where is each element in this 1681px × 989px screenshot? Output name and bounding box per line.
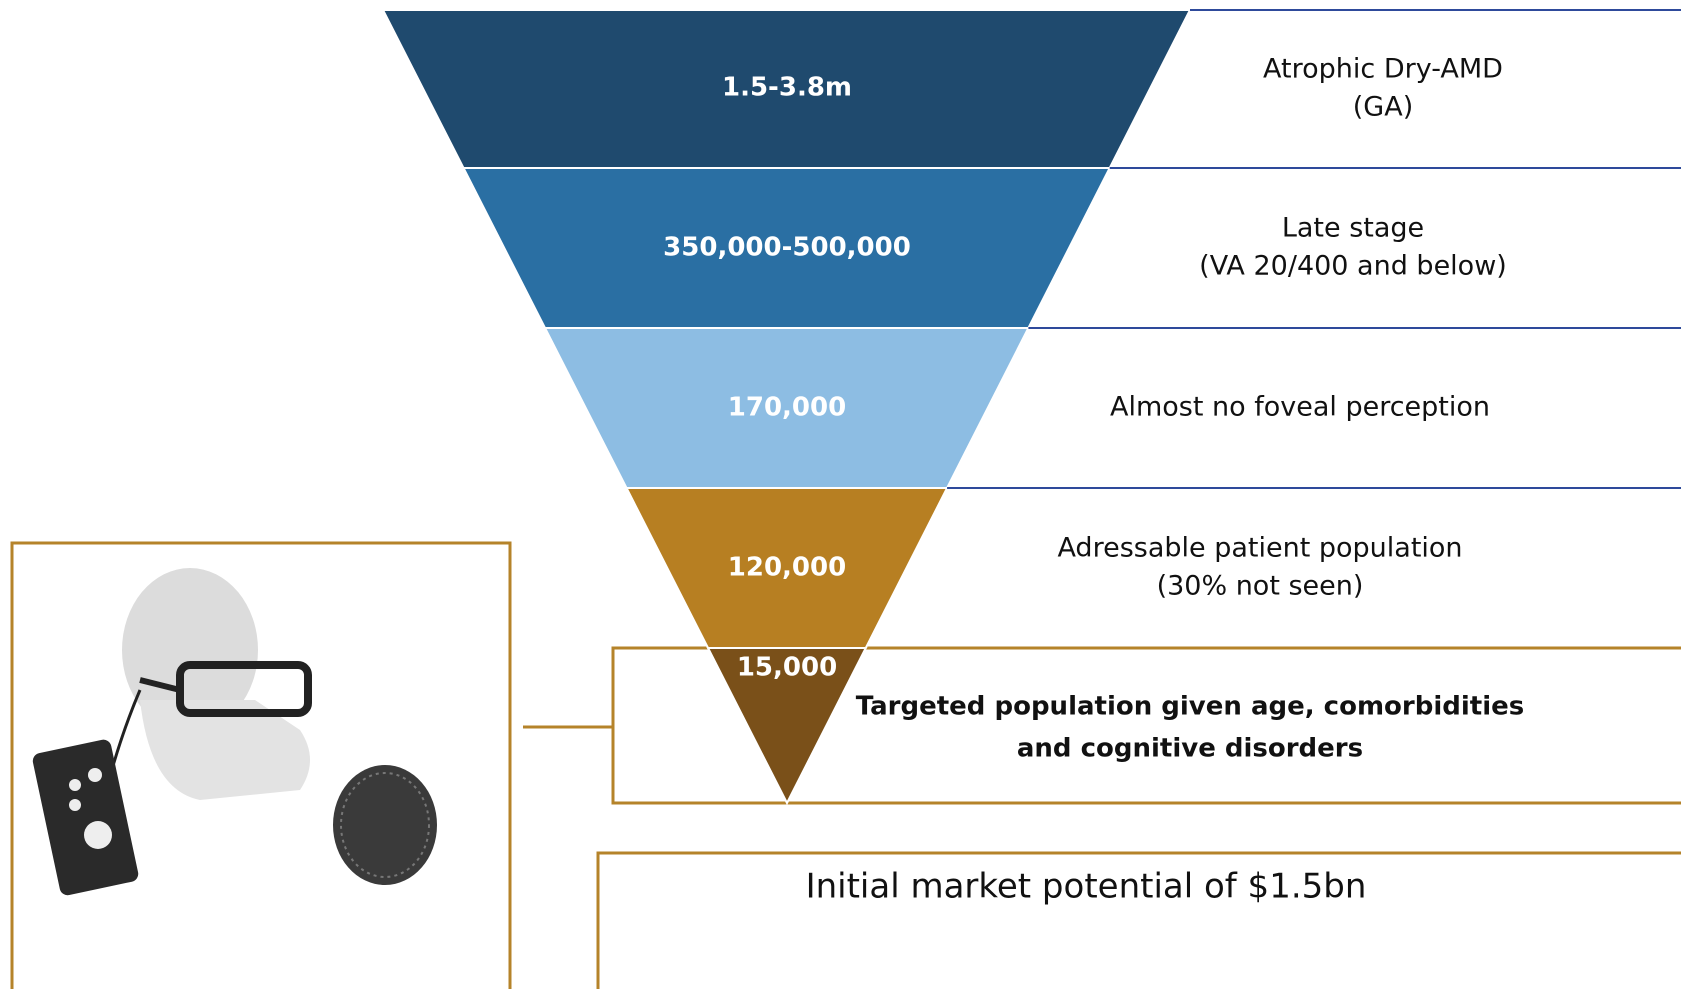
level-description: (30% not seen) bbox=[1157, 571, 1364, 602]
page: Initial market potential of $1.5bn 1.5-3… bbox=[0, 0, 1681, 989]
level-description: (VA 20/400 and below) bbox=[1199, 251, 1507, 282]
footer-text: Initial market potential of $1.5bn bbox=[806, 867, 1367, 907]
level-value: 1.5-3.8m bbox=[722, 73, 852, 103]
product-illustration bbox=[31, 568, 437, 897]
level-description: and cognitive disorders bbox=[1017, 734, 1363, 764]
level-value: 170,000 bbox=[728, 393, 846, 423]
level-description: Targeted population given age, comorbidi… bbox=[856, 692, 1524, 722]
level-value: 15,000 bbox=[737, 653, 837, 683]
level-description: Atrophic Dry-AMD bbox=[1263, 54, 1503, 85]
level-description: Late stage bbox=[1282, 213, 1424, 244]
level-value: 120,000 bbox=[728, 553, 846, 583]
level-description: Adressable patient population bbox=[1057, 533, 1462, 564]
level-value: 350,000-500,000 bbox=[663, 233, 911, 263]
funnel: 1.5-3.8m Atrophic Dry-AMD (GA) 350,000-500,… bbox=[383, 10, 1681, 803]
level-description: Almost no foveal perception bbox=[1110, 392, 1490, 423]
level-description: (GA) bbox=[1353, 92, 1413, 123]
